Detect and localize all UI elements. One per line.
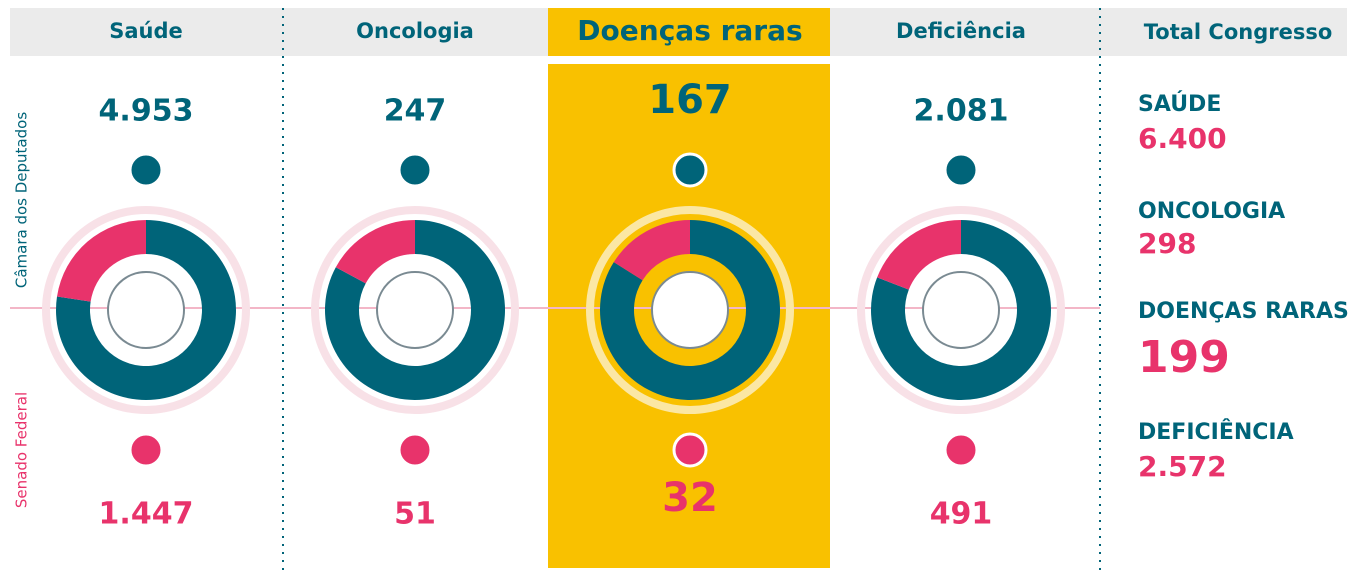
icon-bottom (397, 432, 433, 468)
total-label: ONCOLOGIA (1138, 199, 1285, 224)
top-value: 2.081 (914, 94, 1009, 129)
top-value: 247 (384, 94, 447, 129)
center-icon (376, 271, 454, 349)
halo (586, 206, 794, 414)
donut-segment (57, 220, 146, 302)
total-value: 2.572 (1138, 450, 1227, 483)
top-value: 167 (648, 77, 732, 123)
donut-segment (324, 220, 505, 400)
donut-segment (877, 220, 961, 290)
halo (42, 206, 250, 414)
center-icon (651, 271, 729, 349)
donut-segment (613, 220, 690, 281)
halo (857, 206, 1065, 414)
row-label: Câmara dos Deputados (13, 112, 31, 288)
total-value: 298 (1138, 227, 1196, 260)
donut-segment (600, 220, 781, 400)
halo (311, 206, 519, 414)
icon-top (672, 152, 708, 188)
total-label: DEFICIÊNCIA (1138, 419, 1294, 445)
donut-segment (55, 220, 237, 400)
column-title: Doenças raras (577, 14, 802, 47)
center-icon (107, 271, 185, 349)
highlight-gap (548, 56, 830, 64)
row-label: Senado Federal (13, 392, 31, 508)
column-title: Saúde (109, 19, 183, 43)
icon-bottom (128, 432, 164, 468)
donut-segment (335, 220, 415, 284)
column-title: Deficiência (896, 19, 1026, 43)
icon-top (397, 152, 433, 188)
center-icon (922, 271, 1000, 349)
column-title: Oncologia (356, 19, 474, 43)
icon-bottom (672, 432, 708, 468)
bottom-value: 51 (394, 497, 436, 532)
icon-top (128, 152, 164, 188)
icon-bottom (943, 432, 979, 468)
total-value: 6.400 (1138, 122, 1227, 155)
total-value: 199 (1138, 332, 1230, 383)
total-label: SAÚDE (1138, 91, 1221, 117)
total-label: DOENÇAS RARAS (1138, 299, 1349, 324)
bottom-value: 1.447 (99, 497, 194, 532)
bottom-value: 32 (662, 475, 718, 521)
donut-segment (870, 220, 1051, 400)
top-value: 4.953 (99, 94, 194, 129)
icon-top (943, 152, 979, 188)
bottom-value: 491 (930, 497, 993, 532)
totals-title: Total Congresso (1144, 20, 1333, 44)
